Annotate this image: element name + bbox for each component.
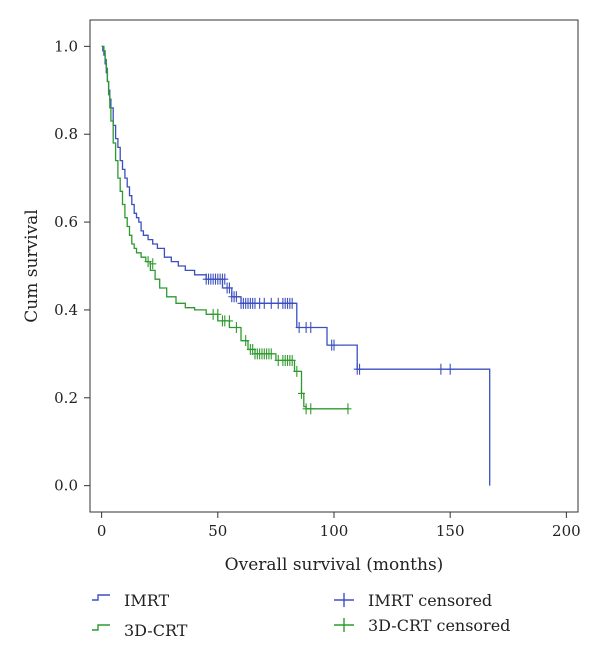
- censor-mark-imrt-censored: [446, 363, 454, 375]
- plot-frame: [89, 19, 579, 513]
- x-tick-label: 200: [552, 522, 581, 540]
- legend: IMRT 3D-CRT IMRT censored 3D-CRT censore…: [92, 591, 510, 640]
- censor-mark-3d-crt-censored: [242, 335, 250, 347]
- censor-mark-3d-crt-censored: [144, 256, 152, 268]
- censor-mark-3d-crt-censored: [267, 348, 275, 360]
- censor-mark-imrt-censored: [307, 322, 315, 333]
- censor-mark-imrt-censored: [437, 363, 445, 375]
- x-tick-label: 150: [436, 522, 465, 540]
- legend-plus-symbol-imrt: [334, 593, 354, 607]
- censor-mark-imrt-censored: [267, 297, 275, 309]
- censor-mark-imrt-censored: [288, 297, 296, 309]
- y-tick-label: 0.2: [54, 389, 78, 407]
- legend-plus-symbol-3dcrt: [334, 618, 354, 632]
- legend-item-imrt[interactable]: IMRT: [92, 591, 169, 610]
- censor-mark-3d-crt-censored: [214, 308, 222, 320]
- series-line-3dcrt: [101, 45, 348, 410]
- legend-step-symbol-3dcrt: [92, 624, 110, 631]
- x-tick-label: 100: [320, 522, 349, 540]
- legend-item-3dcrt-censored[interactable]: 3D-CRT censored: [334, 616, 510, 635]
- legend-item-imrt-censored[interactable]: IMRT censored: [334, 591, 492, 610]
- x-axis-title: Overall survival (months): [225, 555, 444, 575]
- censor-mark-imrt-censored: [221, 273, 229, 285]
- censor-mark-3d-crt-censored: [297, 387, 305, 399]
- legend-label-3dcrt: 3D-CRT: [124, 621, 188, 640]
- survival-curves: [101, 45, 491, 486]
- censor-mark-3d-crt-censored: [288, 354, 296, 366]
- x-tick-label: 0: [97, 522, 107, 540]
- censor-mark-imrt-censored: [330, 339, 338, 351]
- legend-label-imrt-censored: IMRT censored: [368, 591, 492, 610]
- legend-label-imrt: IMRT: [124, 591, 169, 610]
- censor-mark-imrt-censored: [356, 363, 364, 375]
- y-axis-title: Cum survival: [22, 209, 42, 323]
- y-tick-label: 0.8: [54, 125, 78, 143]
- censor-mark-imrt-censored: [295, 322, 303, 333]
- y-tick-label: 0.0: [54, 477, 78, 495]
- censor-mark-3d-crt-censored: [344, 403, 352, 415]
- x-axis: 0 50 100 150 200: [97, 512, 581, 540]
- legend-step-symbol-imrt: [92, 594, 110, 601]
- legend-item-3dcrt[interactable]: 3D-CRT: [92, 621, 188, 640]
- y-axis: 0.0 0.2 0.4 0.6 0.8 1.0: [54, 37, 90, 495]
- legend-label-3dcrt-censored: 3D-CRT censored: [368, 616, 510, 635]
- censor-mark-3d-crt-censored: [293, 365, 301, 377]
- censor-mark-3d-crt-censored: [307, 403, 315, 415]
- y-tick-label: 0.4: [54, 301, 78, 319]
- censor-mark-3d-crt-censored: [149, 258, 157, 270]
- x-tick-label: 50: [208, 522, 227, 540]
- y-tick-label: 1.0: [54, 37, 78, 55]
- censor-mark-imrt-censored: [225, 282, 233, 294]
- series-line-imrt: [101, 45, 491, 486]
- censor-mark-3d-crt-censored: [225, 315, 233, 327]
- y-tick-label: 0.6: [54, 213, 78, 231]
- censored-markers: [144, 256, 454, 415]
- censor-mark-3d-crt-censored: [232, 322, 240, 333]
- censor-mark-imrt-censored: [232, 291, 240, 303]
- censor-mark-imrt-censored: [260, 297, 268, 309]
